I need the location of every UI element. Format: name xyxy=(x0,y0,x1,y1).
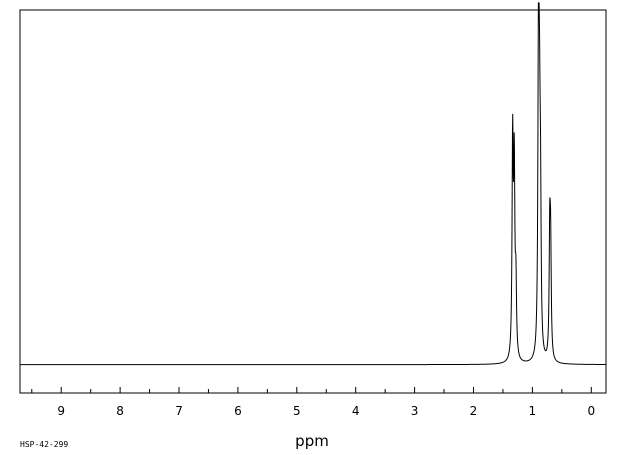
x-axis-ticks xyxy=(31,387,592,393)
x-tick-label: 5 xyxy=(293,404,301,418)
x-axis-tick-labels: 9 8 7 6 5 4 3 2 1 0 xyxy=(57,404,595,418)
sample-id-label: HSP-42-299 xyxy=(20,440,68,449)
x-tick-label: 0 xyxy=(587,404,595,418)
x-tick-label: 8 xyxy=(116,404,124,418)
plot-frame xyxy=(19,9,607,394)
x-tick-label: 9 xyxy=(57,404,65,418)
x-tick-label: 2 xyxy=(470,404,478,418)
spectrum-trace xyxy=(20,2,606,366)
x-tick-label: 4 xyxy=(352,404,360,418)
x-tick-label: 6 xyxy=(234,404,242,418)
x-tick-label: 7 xyxy=(175,404,183,418)
x-tick-label: 1 xyxy=(529,404,537,418)
x-tick-label: 3 xyxy=(411,404,419,418)
x-axis-title: ppm xyxy=(295,432,329,450)
